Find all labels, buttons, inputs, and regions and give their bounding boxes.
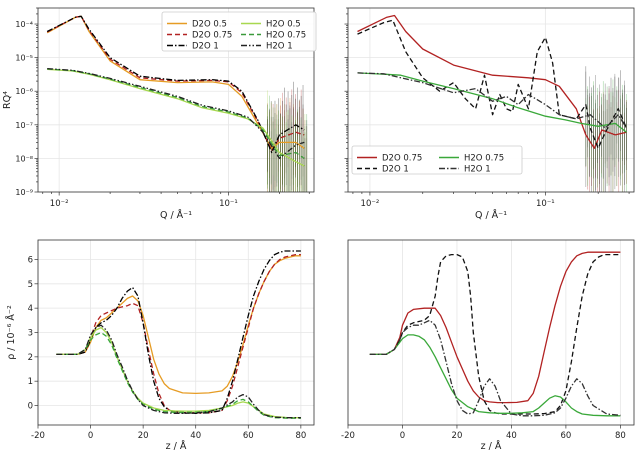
x-tick-label: 10⁻² [361, 199, 380, 209]
x-tick-label: 40 [506, 431, 517, 441]
x-tick-label: 10⁻² [50, 199, 69, 209]
y-tick-label: 3 [28, 329, 33, 339]
chart-panel-bottom-left: -20 0 20 40 60 80 0 1 2 3 4 5 6 z / Å ρ / 10⁻⁶ Å⁻² [5, 239, 315, 451]
series-line-D2O-1 [369, 253, 621, 415]
series-line-D2O-075 [56, 253, 301, 414]
series-line-H2O-075 [357, 72, 627, 133]
x-tick-label: 10⁻¹ [536, 199, 555, 209]
y-tick-label: 10⁻⁴ [15, 20, 33, 29]
legend-box [161, 11, 317, 52]
legend-entry: H2O 1 [464, 165, 491, 175]
y-tick-label: 10⁻⁸ [15, 154, 33, 163]
series-line-H2O-1 [369, 319, 621, 417]
series-line-H2O-1 [357, 72, 628, 129]
x-tick-label: -20 [31, 431, 45, 441]
x-axis-label: Q / Å⁻¹ [160, 209, 192, 221]
y-axis-label: RQ⁴ [2, 91, 13, 109]
y-tick-label: 4 [28, 304, 33, 314]
axes-frame [347, 7, 635, 193]
y-tick-label: 5 [28, 280, 33, 290]
y-tick-label: 2 [28, 353, 33, 363]
legend-entry: H2O 1 [266, 42, 293, 52]
x-tick-label: 0 [400, 431, 405, 441]
y-tick-label: 1 [28, 377, 33, 387]
x-tick-label: -20 [341, 431, 355, 441]
series-line-D2O-1 [56, 250, 301, 414]
y-tick-label: 10⁻⁵ [15, 54, 33, 63]
x-tick-label: 60 [243, 431, 254, 441]
legend-entry: D2O 1 [382, 165, 409, 175]
chart-panel-top-left: 10⁻² 10⁻¹ 10⁻⁹ 10⁻⁸ 10⁻⁷ 10⁻⁶ 10⁻⁵ 10⁻⁴ Q / Å⁻¹ R… [2, 7, 317, 221]
legend-entry: H2O 0.75 [266, 31, 306, 41]
y-tick-label: 10⁻⁶ [15, 87, 33, 96]
x-tick-label: 20 [452, 431, 463, 441]
legend-entry: H2O 0.75 [464, 154, 504, 164]
series-line-H2O-1 [47, 67, 305, 160]
x-axis-label: Q / Å⁻¹ [475, 209, 507, 221]
legend-entry: D2O 0.5 [192, 20, 227, 30]
legend-entry: D2O 1 [192, 42, 219, 52]
x-tick-label: 0 [88, 431, 93, 441]
x-axis-label: z / Å [481, 440, 502, 451]
series-line-D2O-075 [369, 251, 621, 404]
legend-entry: H2O 0.5 [266, 20, 301, 30]
x-tick-label: 60 [560, 431, 571, 441]
series-line-H2O-1 [56, 324, 301, 419]
x-tick-label: 80 [615, 431, 626, 441]
series-line-H2O-075 [369, 334, 621, 417]
plot-area [348, 240, 634, 425]
axes-frame [37, 7, 315, 193]
series-line-D2O-1 [357, 19, 628, 149]
y-tick-label: 6 [28, 255, 33, 265]
series-line-H2O-05 [56, 326, 301, 419]
y-axis-label: ρ / 10⁻⁶ Å⁻² [5, 305, 17, 360]
series-line-D2O-075 [357, 14, 627, 149]
x-tick-label: 80 [295, 431, 306, 441]
y-tick-label: 10⁻⁹ [15, 188, 33, 197]
y-tick-label: 0 [28, 402, 33, 412]
x-tick-label: 20 [138, 431, 149, 441]
axes-frame [347, 239, 635, 426]
y-tick-label: 10⁻⁷ [15, 121, 33, 130]
x-tick-label: 40 [190, 431, 201, 441]
series-line-H2O-075 [56, 331, 301, 419]
chart-panel-bottom-right: -20 0 20 40 60 80 z / Å [341, 239, 635, 451]
legend-box [351, 145, 523, 175]
axes-frame [37, 239, 315, 426]
x-axis-label: z / Å [166, 440, 187, 451]
legend-entry: D2O 0.75 [192, 31, 232, 41]
legend-entry: D2O 0.75 [382, 154, 422, 164]
x-tick-label: 10⁻¹ [219, 199, 238, 209]
error-bars [585, 66, 627, 192]
